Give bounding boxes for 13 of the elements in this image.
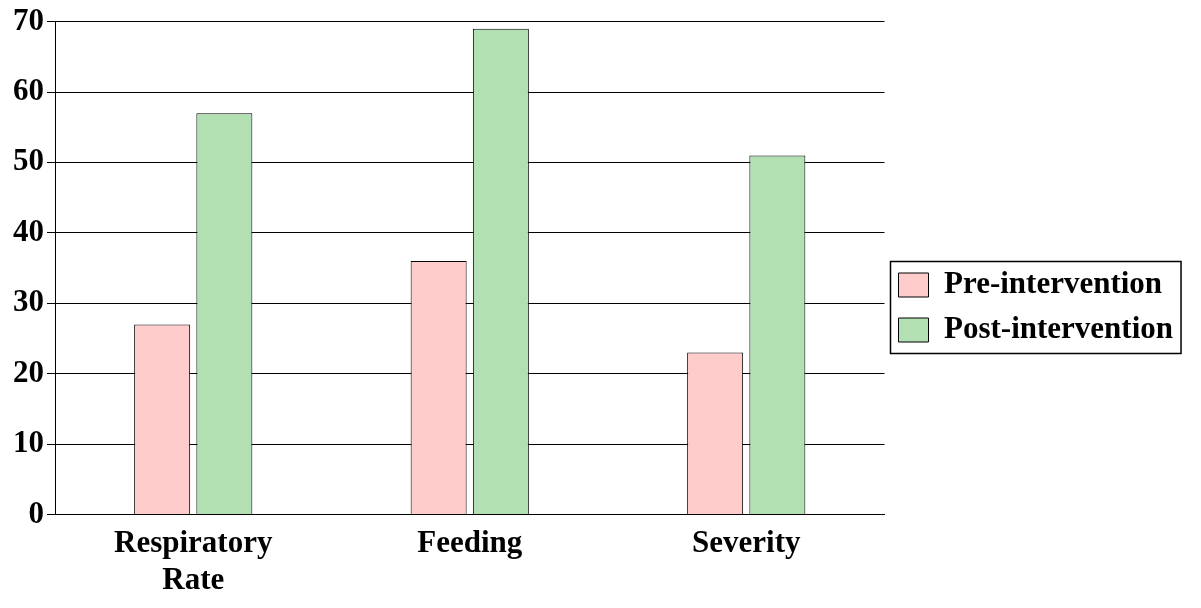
y-tick-label: 50 (13, 142, 44, 178)
y-tick-label: 30 (13, 283, 44, 319)
y-tick-label: 0 (28, 494, 44, 530)
legend-label: Post-intervention (944, 310, 1174, 346)
y-tick-label: 70 (13, 1, 44, 37)
x-tick-label: Respiratory Rate (114, 524, 273, 597)
legend-label: Pre-intervention (944, 265, 1163, 301)
y-tick-label: 40 (13, 212, 44, 248)
y-tick-label: 10 (13, 424, 44, 460)
x-tick-label: Feeding (417, 524, 523, 560)
y-tick-label: 60 (13, 72, 44, 108)
x-tick-label: Severity (692, 524, 801, 560)
y-tick-label: 20 (13, 353, 44, 389)
